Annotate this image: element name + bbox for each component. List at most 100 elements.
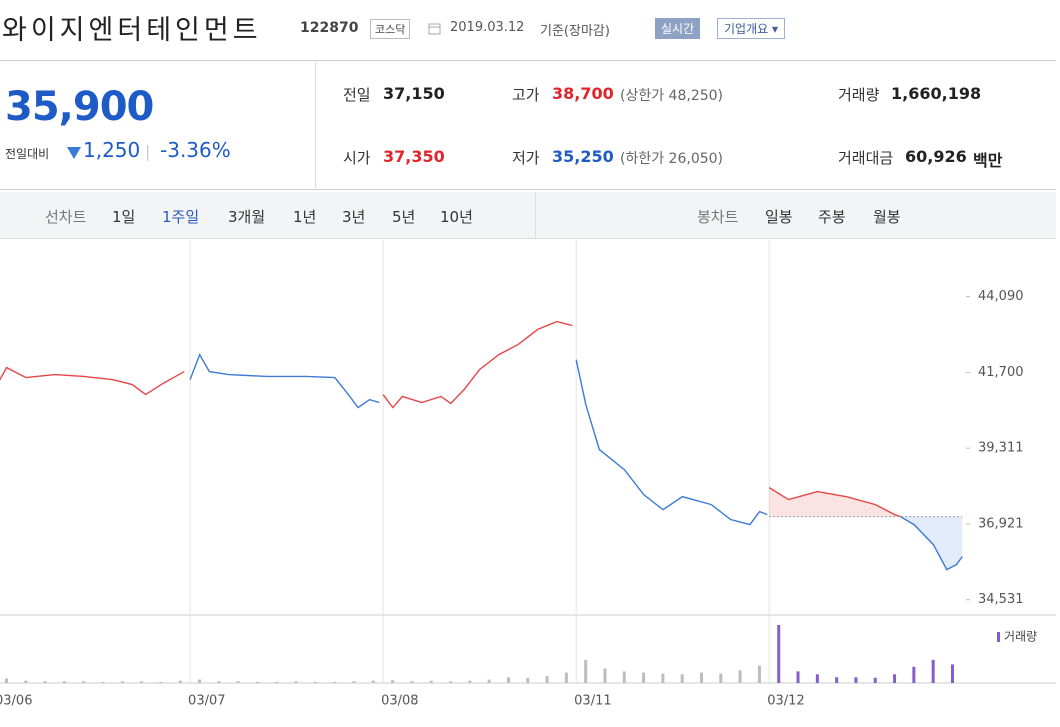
volume-bar: [738, 670, 742, 683]
item-value: 35,250: [552, 147, 614, 166]
price-line: [900, 516, 963, 571]
market-badge: 코스닥: [370, 19, 411, 39]
price-line: [0, 366, 185, 396]
volume-bar: [931, 659, 935, 683]
period-tab[interactable]: 10년: [440, 208, 473, 226]
down-arrow: [67, 147, 81, 159]
volume-bar: [294, 681, 298, 683]
x-tick-label: 03/06: [0, 694, 32, 709]
item-label: 저가: [512, 149, 540, 167]
price-line: [189, 352, 380, 409]
period-tab[interactable]: 3개월: [228, 208, 266, 226]
stock-code: 122870: [300, 20, 359, 36]
tab-group-label: 봉차트: [697, 208, 739, 226]
volume-bar: [410, 681, 414, 683]
volume-bar: [236, 681, 240, 683]
volume-bar: [603, 668, 607, 683]
volume-bar: [757, 665, 761, 683]
volume-bar: [661, 673, 665, 683]
y-tick-label: 36,921: [978, 516, 1024, 531]
item-label: 고가: [512, 86, 540, 104]
volume-bar: [5, 678, 8, 683]
area: [769, 487, 901, 517]
x-tick-label: 03/07: [188, 694, 225, 709]
tab-group-label: 선차트: [45, 208, 87, 226]
divider: [315, 60, 316, 190]
volume-bar: [333, 681, 337, 683]
company-button[interactable]: 기업개요 ▾: [717, 18, 786, 39]
volume-bar: [101, 681, 105, 683]
item-unit: 백만: [973, 151, 1003, 170]
period-tab[interactable]: 1년: [293, 208, 317, 226]
volume-bar: [777, 625, 781, 683]
volume-bar: [584, 659, 588, 683]
change-pct: -3.36%: [160, 138, 231, 162]
period-tab[interactable]: 5년: [392, 208, 416, 226]
item-label: 전일: [343, 86, 371, 104]
volume-bar: [545, 676, 549, 683]
item-value: 1,660,198: [891, 84, 982, 103]
candle-tab[interactable]: 일봉: [765, 208, 793, 226]
volume-bar: [429, 680, 433, 683]
volume-bar: [371, 680, 375, 683]
volume-bar: [82, 681, 86, 683]
volume-bar: [700, 672, 703, 683]
tab-divider: [535, 192, 536, 238]
volume-bar: [391, 680, 395, 683]
price-line: [575, 359, 768, 526]
volume-bar: [854, 677, 858, 683]
volume-bar: [796, 671, 800, 683]
volume-bar: [873, 677, 877, 683]
quote-box: [0, 60, 1056, 190]
item-value: 37,150: [383, 84, 445, 103]
chart: 03/06 03/07 03/08 03/11 03/12 44,090 41,700 39,…: [0, 240, 1056, 709]
volume-bar: [893, 674, 897, 683]
volume-bar: [313, 681, 317, 683]
price-line: [382, 320, 573, 409]
x-tick-label: 03/08: [381, 694, 418, 709]
change: 1,250: [83, 138, 141, 162]
volume-bar: [62, 681, 66, 683]
volume-bar: [487, 679, 491, 683]
volume-bar: [255, 681, 259, 683]
volume-bar: [217, 681, 221, 683]
date: 2019.03.12: [450, 20, 525, 35]
period-tab[interactable]: 1주일: [162, 208, 200, 226]
period-tab[interactable]: 3년: [342, 208, 366, 226]
period-tab[interactable]: 1일: [112, 208, 136, 226]
volume-bar: [468, 680, 472, 683]
realtime-button[interactable]: 실시간: [655, 18, 701, 39]
volume-bar: [120, 681, 124, 683]
company-button-label[interactable]: 기업개요: [724, 22, 769, 36]
legend-label: 거래량: [1004, 630, 1037, 644]
volume-bar: [159, 681, 163, 683]
candle-tab[interactable]: 월봉: [873, 208, 901, 226]
item-value: 38,700: [552, 84, 614, 103]
x-tick-label: 03/11: [574, 694, 611, 709]
candle-tab[interactable]: 주봉: [818, 208, 846, 226]
tab-bar: [0, 192, 1056, 239]
basis: 기준(장마감): [540, 24, 610, 39]
volume-bar: [275, 681, 279, 683]
volume-bar: [352, 681, 356, 683]
item-value: 60,926: [905, 147, 967, 166]
item-label: 시가: [343, 149, 371, 167]
item-label: 거래대금: [838, 149, 894, 167]
volume-bar: [140, 681, 144, 683]
y-tick-label: 39,311: [978, 441, 1024, 456]
volume-bar: [24, 680, 28, 683]
item-note: (상한가 48,250): [620, 88, 724, 104]
volume-bar: [815, 674, 819, 683]
change-label: 전일대비: [5, 147, 50, 161]
separator: |: [145, 142, 151, 161]
y-tick-label: 41,700: [978, 365, 1024, 380]
item-label: 거래량: [838, 86, 880, 104]
volume-bar: [950, 664, 954, 683]
legend-swatch: [997, 632, 1000, 642]
volume-bar: [198, 679, 202, 683]
area: [900, 516, 963, 570]
volume-bar: [449, 681, 453, 683]
item-note: (하한가 26,050): [620, 151, 724, 167]
volume-bar: [526, 677, 530, 683]
